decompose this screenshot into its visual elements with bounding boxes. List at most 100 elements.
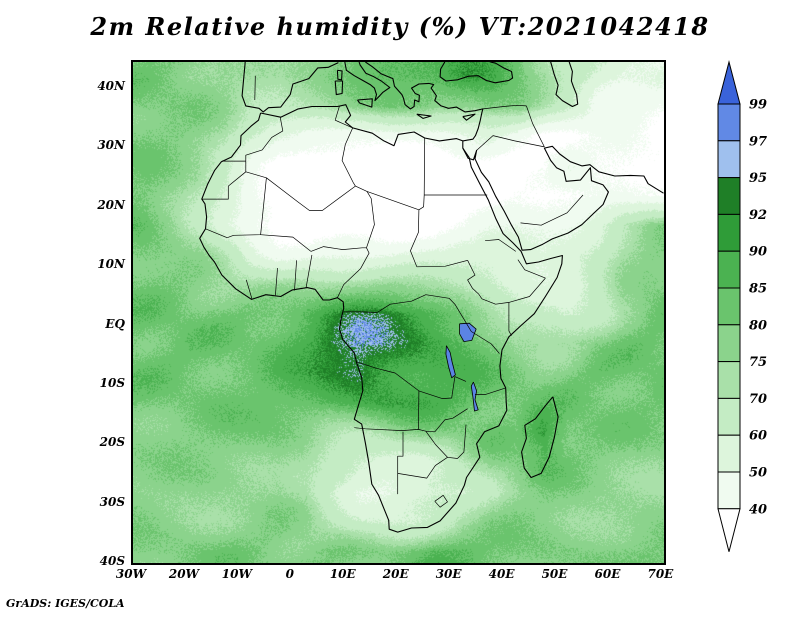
country-border bbox=[356, 361, 420, 392]
country-border bbox=[508, 302, 512, 336]
country-border bbox=[416, 259, 468, 268]
colorbar-box bbox=[717, 361, 741, 399]
colorbar-label: 99 bbox=[749, 98, 767, 113]
colorbar-label: 95 bbox=[749, 171, 767, 186]
country-border bbox=[410, 209, 420, 267]
x-tick-label: 20E bbox=[382, 567, 409, 581]
country-border bbox=[418, 137, 426, 211]
country-border bbox=[361, 294, 472, 332]
colorbar-box bbox=[717, 324, 741, 363]
colorbar-label: 80 bbox=[749, 318, 767, 333]
colorbar-label: 70 bbox=[749, 392, 767, 407]
x-tick-label: 30W bbox=[115, 567, 147, 581]
country-border bbox=[205, 228, 228, 239]
colorbar-box bbox=[717, 177, 741, 215]
colorbar-label: 97 bbox=[749, 134, 767, 149]
country-border bbox=[508, 277, 546, 303]
coastline bbox=[344, 62, 391, 102]
country-border bbox=[245, 171, 356, 211]
y-tick-label: 10N bbox=[97, 257, 125, 272]
coastline bbox=[357, 98, 373, 108]
coastline bbox=[241, 62, 339, 113]
map-frame bbox=[131, 60, 666, 565]
coastline bbox=[199, 104, 563, 533]
coastline bbox=[416, 113, 432, 119]
country-border bbox=[520, 194, 584, 226]
country-border bbox=[260, 234, 312, 252]
colorbar-box bbox=[717, 103, 741, 142]
country-border bbox=[245, 279, 253, 300]
coastline bbox=[336, 69, 343, 81]
country-border bbox=[397, 457, 448, 479]
coastline bbox=[462, 113, 476, 121]
country-border bbox=[481, 298, 509, 305]
y-tick-label: 40S bbox=[99, 554, 125, 568]
map-overlay-svg bbox=[199, 62, 664, 533]
coastline bbox=[439, 62, 514, 84]
country-border bbox=[227, 177, 267, 239]
y-tick-label: 20S bbox=[99, 435, 125, 450]
country-border bbox=[201, 161, 247, 200]
colorbar-box bbox=[717, 287, 741, 326]
x-tick-label: 70E bbox=[647, 567, 674, 581]
coastline bbox=[365, 62, 484, 142]
country-border bbox=[254, 75, 256, 101]
x-tick-label: 50E bbox=[541, 567, 568, 581]
country-border bbox=[485, 239, 517, 252]
colorbar-box bbox=[717, 397, 741, 436]
humidity-heatmap-canvas bbox=[133, 62, 664, 563]
y-tick-label: 30N bbox=[97, 138, 125, 153]
x-tick-label: 40E bbox=[488, 567, 515, 581]
country-border bbox=[305, 254, 313, 288]
country-border bbox=[434, 494, 448, 508]
y-tick-label: 10S bbox=[99, 375, 125, 390]
country-border bbox=[334, 105, 353, 129]
country-border bbox=[294, 260, 297, 291]
country-border bbox=[275, 267, 278, 296]
colorbar-box bbox=[717, 471, 741, 510]
country-border bbox=[418, 376, 467, 399]
country-border bbox=[482, 104, 527, 110]
colorbar-arrow-bottom bbox=[717, 508, 741, 552]
lake-outline bbox=[445, 345, 456, 379]
country-border bbox=[447, 456, 458, 459]
y-tick-label: 40N bbox=[97, 79, 125, 94]
colorbar-box bbox=[717, 213, 741, 252]
country-border bbox=[526, 105, 545, 148]
country-border bbox=[341, 127, 356, 187]
country-border bbox=[337, 247, 370, 298]
attribution-text: GrADS: IGES/COLA bbox=[6, 597, 125, 610]
lake-outline bbox=[470, 381, 479, 412]
colorbar-label: 40 bbox=[749, 502, 767, 517]
country-border bbox=[475, 387, 506, 395]
country-border bbox=[476, 135, 545, 151]
plot-title: 2m Relative humidity (%) VT:2021042418 bbox=[90, 12, 710, 41]
coastline bbox=[550, 62, 579, 108]
country-border bbox=[471, 331, 500, 354]
country-border bbox=[354, 427, 426, 432]
country-border bbox=[397, 431, 404, 495]
coastline bbox=[521, 396, 559, 479]
country-border bbox=[425, 408, 468, 433]
x-tick-label: 30E bbox=[435, 567, 462, 581]
colorbar-label: 90 bbox=[749, 245, 767, 260]
lake-outline bbox=[459, 322, 477, 342]
country-border bbox=[418, 390, 420, 430]
y-tick-label: 20N bbox=[97, 197, 125, 212]
x-tick-label: 20W bbox=[168, 567, 200, 581]
coastline bbox=[334, 80, 344, 96]
country-border bbox=[457, 424, 467, 459]
colorbar-arrow-top bbox=[717, 60, 741, 105]
colorbar-box bbox=[717, 250, 741, 289]
country-border bbox=[310, 246, 367, 252]
x-tick-label: 0 bbox=[285, 567, 294, 581]
coastline bbox=[462, 145, 664, 251]
colorbar-box bbox=[717, 434, 741, 473]
country-border bbox=[425, 430, 448, 458]
y-tick-label: EQ bbox=[105, 316, 125, 331]
colorbar-box bbox=[717, 140, 741, 179]
colorbar: 99 97 95 92 90 85 80 75 70 60 50 40 bbox=[717, 60, 767, 552]
x-tick-label: 10E bbox=[329, 567, 356, 581]
country-border bbox=[355, 185, 420, 211]
